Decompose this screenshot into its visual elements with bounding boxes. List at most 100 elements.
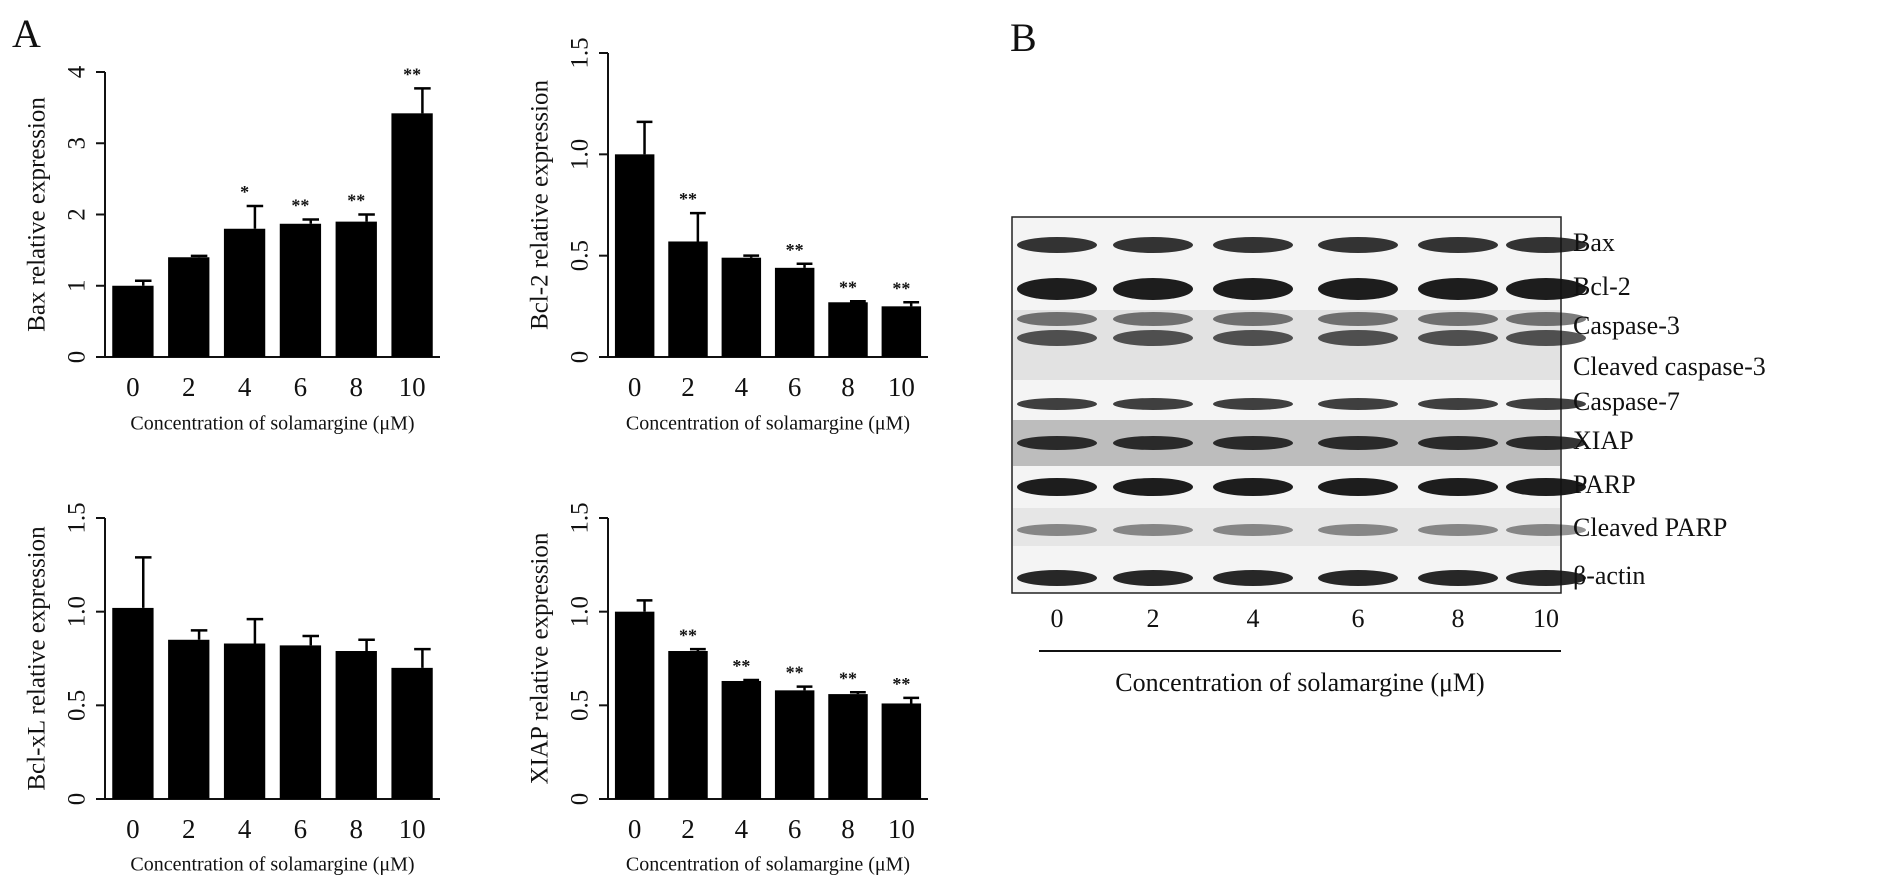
blot-band: [1418, 278, 1498, 300]
blot-band: [1213, 278, 1293, 300]
blot-band: [1318, 278, 1398, 300]
y-tick-label: 1.5: [567, 37, 594, 68]
bar: [391, 113, 433, 357]
blot-row-label: Cleaved PARP: [1573, 513, 1727, 542]
y-tick-label: 2: [64, 208, 91, 221]
blot-band: [1113, 436, 1193, 450]
blot-band: [1017, 478, 1097, 496]
significance-label: **: [839, 277, 857, 297]
y-tick-label: 0.5: [64, 690, 91, 721]
blot-band: [1017, 312, 1097, 326]
blot-band: [1418, 570, 1498, 586]
y-tick-label: 1.0: [64, 596, 91, 627]
blot-band: [1318, 524, 1398, 536]
significance-label: **: [679, 189, 697, 209]
significance-label: **: [892, 278, 910, 298]
blot-band: [1318, 436, 1398, 450]
bar: [881, 703, 922, 799]
blot-band: [1113, 524, 1193, 536]
blot-row-label: Bcl-2: [1573, 272, 1631, 301]
bar: [223, 228, 266, 357]
significance-label: **: [403, 65, 421, 85]
blot-lane-label: 4: [1247, 604, 1260, 633]
x-tick-label: 8: [350, 372, 364, 402]
y-tick-label: 0.5: [567, 240, 594, 271]
blot-band: [1318, 570, 1398, 586]
x-tick-label: 8: [841, 814, 855, 844]
x-tick-label: 4: [238, 814, 252, 844]
blot-band: [1506, 398, 1586, 410]
error-bar: [190, 254, 208, 258]
y-tick-label: 1.5: [64, 502, 91, 533]
significance-label: **: [291, 196, 309, 216]
blot-lane-label: 8: [1452, 604, 1465, 633]
x-tick-label: 0: [126, 814, 140, 844]
y-axis-title: Bax relative expression: [24, 97, 51, 332]
significance-label: **: [679, 625, 697, 645]
blot-band: [1017, 570, 1097, 586]
blot-band: [1418, 524, 1498, 536]
error-bar: [796, 262, 813, 268]
blot-band: [1213, 478, 1293, 496]
bar: [279, 645, 322, 799]
bar: [614, 611, 655, 799]
blot-row-label: Caspase-7: [1573, 387, 1680, 416]
bar: [774, 690, 815, 799]
y-tick-label: 1.0: [567, 139, 594, 170]
error-bar: [743, 678, 760, 682]
error-bar: [134, 279, 152, 286]
bar: [668, 241, 708, 357]
x-tick-label: 2: [182, 372, 196, 402]
blot-band: [1418, 330, 1498, 346]
error-bar: [636, 120, 653, 155]
blot-band: [1506, 478, 1586, 496]
blot-band: [1213, 570, 1293, 586]
blot-band: [1506, 278, 1586, 300]
error-bar: [849, 300, 866, 303]
y-tick-label: 0.5: [567, 690, 594, 721]
significance-label: **: [347, 191, 365, 211]
bar: [614, 154, 655, 357]
blot-band: [1506, 237, 1586, 253]
error-bar: [414, 647, 431, 668]
blot-band: [1017, 398, 1097, 410]
blot-band: [1213, 330, 1293, 346]
error-bar: [903, 301, 920, 307]
blot-strip: [1013, 508, 1560, 546]
y-axis-title: Bcl-xL relative expression: [24, 526, 51, 791]
y-tick-label: 0: [64, 793, 91, 806]
blot-band: [1506, 436, 1586, 450]
blot-band: [1506, 330, 1586, 346]
x-tick-label: 6: [294, 814, 308, 844]
x-tick-label: 8: [841, 372, 855, 402]
x-tick-label: 4: [238, 372, 252, 402]
blot-band: [1113, 330, 1193, 346]
blot-x-title: Concentration of solamargine (μM): [1115, 668, 1484, 697]
blot-band: [1113, 570, 1193, 586]
x-tick-label: 10: [399, 372, 426, 402]
blot-band: [1213, 237, 1293, 253]
error-bar: [134, 556, 152, 608]
bar: [774, 267, 815, 357]
blot-row-label: Cleaved caspase-3: [1573, 352, 1766, 381]
error-bar: [246, 204, 264, 229]
bar: [668, 651, 708, 799]
blot-band: [1113, 478, 1193, 496]
blot-band: [1213, 436, 1293, 450]
blot-lane-label: 2: [1147, 604, 1160, 633]
blot-band: [1418, 237, 1498, 253]
x-axis-title: Concentration of solamargine (μM): [130, 854, 414, 876]
error-bar: [302, 634, 320, 646]
x-axis-title: Concentration of solamargine (μM): [626, 413, 910, 435]
bar: [828, 694, 868, 799]
significance-label: *: [240, 182, 249, 202]
blot-band: [1318, 312, 1398, 326]
x-axis-title: Concentration of solamargine (μM): [130, 413, 414, 435]
x-tick-label: 0: [628, 814, 642, 844]
error-bar: [358, 213, 375, 222]
blot-band: [1318, 478, 1398, 496]
blot-band: [1017, 436, 1097, 450]
error-bar: [246, 617, 264, 644]
bar: [335, 651, 377, 799]
x-tick-label: 8: [350, 814, 364, 844]
